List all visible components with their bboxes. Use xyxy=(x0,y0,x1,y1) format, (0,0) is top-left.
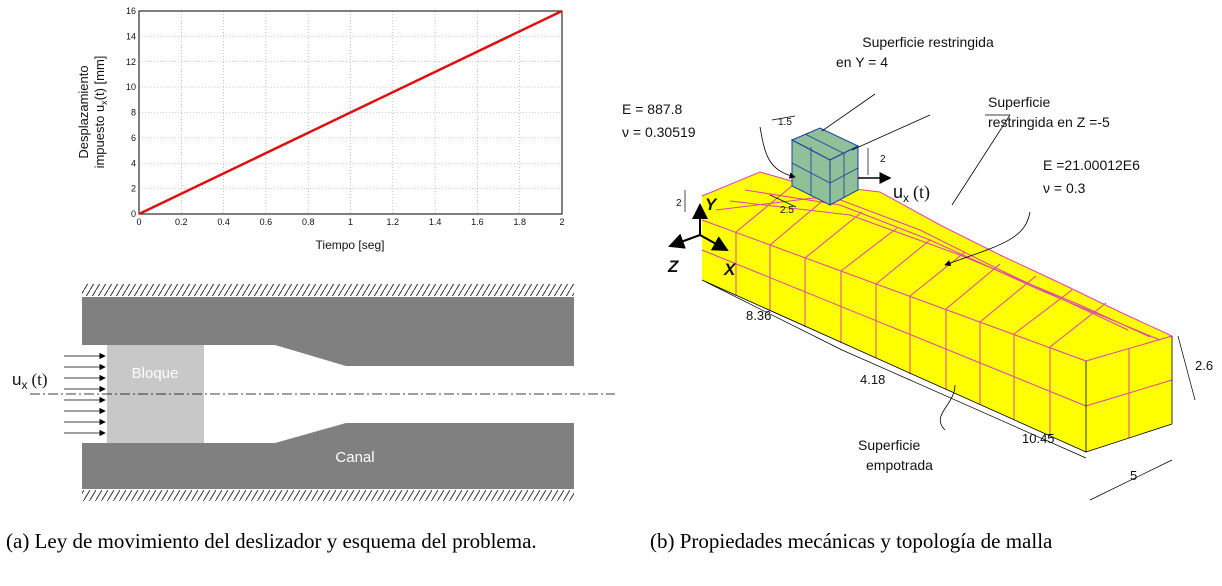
dim-2-6: 2.6 xyxy=(1195,358,1213,373)
mesh-diagram: Superficie restringida en Y = 4 Superfic… xyxy=(622,34,1213,501)
x-tick-label: 0.4 xyxy=(217,217,230,227)
dimension-lines xyxy=(684,115,1196,501)
y-axis-label: Desplazamiento impuesto ux(t) [mm] xyxy=(76,56,109,169)
y-tick-label: 14 xyxy=(126,31,136,41)
axis-z-label: Z xyxy=(667,257,679,276)
y-axis-label-line2: impuesto ux(t) [mm] xyxy=(92,56,109,169)
caption-b: (b) Propiedades mecánicas y topología de… xyxy=(650,529,1053,553)
bottom-hatch xyxy=(82,490,574,501)
x-tick-label: 1.4 xyxy=(429,217,442,227)
fixed-surface-label-2: empotrada xyxy=(866,457,933,473)
dim-block-height: 2 xyxy=(880,154,886,165)
x-tick-label: 1 xyxy=(348,217,353,227)
y-tick-label: 8 xyxy=(131,108,136,118)
block-poisson: ν = 0.30519 xyxy=(622,124,696,140)
dim-channel-left-height: 2 xyxy=(676,198,682,209)
y-tick-label: 0 xyxy=(131,209,136,219)
mesh-outline xyxy=(701,279,1173,453)
restricted-z-label-2: restringida en Z =-5 xyxy=(988,114,1110,130)
fixed-surface-label-1: Superficie xyxy=(858,437,920,453)
channel-modulus: E =21.00012E6 xyxy=(1043,157,1140,173)
channel-top-wall xyxy=(82,297,574,366)
channel-label: Canal xyxy=(335,449,374,466)
x-tick-label: 0.2 xyxy=(175,217,188,227)
channel-poisson: ν = 0.3 xyxy=(1043,180,1086,196)
x-tick-label: 1.2 xyxy=(387,217,400,227)
x-tick-labels: 0 0.2 0.4 0.6 0.8 1 1.2 1.4 1.6 1.8 2 xyxy=(136,217,564,227)
axes-gizmo xyxy=(668,203,729,251)
y-tick-label: 6 xyxy=(131,133,136,143)
displacement-chart: 0 0.2 0.4 0.6 0.8 1 1.2 1.4 1.6 1.8 2 0 2 4 6 8 10 12 14 1… xyxy=(76,6,565,252)
dim-block-depth: 1.5 xyxy=(778,117,792,128)
mesh-lines xyxy=(701,171,1173,438)
top-hatch xyxy=(82,284,574,296)
caption-a: (a) Ley de movimiento del deslizador y e… xyxy=(6,529,537,553)
dim-5: 5 xyxy=(1130,468,1137,483)
x-tick-label: 0.8 xyxy=(302,217,315,227)
chart-grid xyxy=(139,11,562,214)
channel-schematic: ux (t) Bloque Canal xyxy=(12,284,615,501)
x-tick-label: 1.8 xyxy=(513,217,526,227)
channel-front-face xyxy=(702,220,1086,452)
series-group xyxy=(138,9,563,216)
axis-x-label: X xyxy=(723,260,737,279)
leader-lines xyxy=(759,93,1031,431)
force-arrows xyxy=(64,352,106,437)
restricted-z-label-1: Superficie xyxy=(988,94,1050,110)
x-tick-label: 0.6 xyxy=(260,217,273,227)
x-tick-label: 1.6 xyxy=(471,217,484,227)
x-tick-label: 0 xyxy=(136,217,141,227)
channel-top-surface xyxy=(702,172,1172,361)
dim-block-width: 2.5 xyxy=(780,205,794,216)
y-axis-label-line1: Desplazamiento xyxy=(76,65,91,158)
axis-y-label: Y xyxy=(705,195,718,214)
input-displacement-label: ux (t) xyxy=(12,370,48,392)
block-label: Bloque xyxy=(132,365,179,382)
dim-4-18: 4.18 xyxy=(860,372,885,387)
block-modulus: E = 887.8 xyxy=(622,101,683,117)
x-tick-label: 2 xyxy=(559,217,564,227)
series-line xyxy=(138,9,563,216)
y-tick-label: 4 xyxy=(131,158,136,168)
dim-10-45: 10.45 xyxy=(1022,431,1055,446)
block-mesh-lines xyxy=(791,133,859,197)
x-axis-label: Tiempo [seg] xyxy=(316,238,385,252)
y-tick-label: 2 xyxy=(131,184,136,194)
y-tick-label: 16 xyxy=(126,6,136,16)
block-displacement-label: ux (t) xyxy=(893,182,930,205)
restricted-y-label-2: en Y = 4 xyxy=(836,54,888,70)
channel-bottom-wall xyxy=(82,423,574,489)
y-tick-labels: 0 2 4 6 8 10 12 14 16 xyxy=(126,6,136,219)
restricted-y-label-1: Superficie restringida xyxy=(862,34,994,50)
dim-8-36: 8.36 xyxy=(746,308,771,323)
y-tick-label: 12 xyxy=(126,57,136,67)
plot-frame xyxy=(138,10,563,215)
y-tick-label: 10 xyxy=(126,82,136,92)
